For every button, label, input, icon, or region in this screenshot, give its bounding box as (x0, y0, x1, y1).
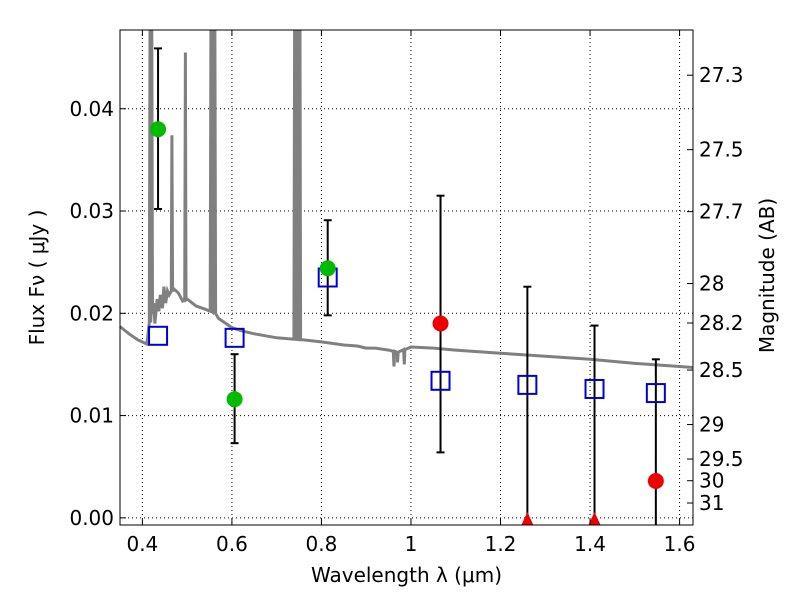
mag-tick-label: 27.3 (699, 63, 744, 87)
y-tick-label: 0.01 (69, 404, 114, 428)
upper-limit-marker (521, 511, 534, 525)
plot-frame (119, 29, 694, 526)
model-point (224, 327, 245, 348)
x-tick-label: 1.6 (664, 532, 696, 556)
x-tick-label: 1.4 (574, 532, 606, 556)
data-point (226, 391, 243, 408)
mag-tick-label: 30 (699, 469, 724, 493)
model-point (645, 383, 666, 404)
model-point (517, 374, 538, 395)
data-point (150, 121, 167, 138)
mag-tick-label: 29 (699, 413, 724, 437)
mag-tick-label: 28 (699, 272, 724, 296)
y2-axis-label: Magnitude (AB) (755, 198, 779, 353)
model-point (430, 370, 451, 391)
data-point (432, 315, 449, 332)
data-point (647, 473, 664, 490)
y-tick-label: 0.04 (69, 97, 114, 121)
data-point (319, 260, 336, 277)
y-tick-label: 0.03 (69, 199, 114, 223)
grid (120, 30, 693, 525)
axis-ticks: 0.4 0.6 0.8 1 1.2 1.4 1.6 0.00 0.01 0.02 0.03 0.04 2… (69, 30, 744, 556)
x-tick-label: 0.8 (306, 532, 338, 556)
x-tick-label: 0.6 (216, 532, 248, 556)
mag-tick-label: 31 (699, 491, 724, 515)
x-tick-label: 0.4 (126, 532, 158, 556)
y-axis-label: Flux Fν ( μJy ) (25, 210, 49, 346)
y-tick-label: 0.00 (69, 506, 114, 530)
model-spectrum (119, 29, 694, 369)
mag-tick-label: 27.5 (699, 138, 744, 162)
x-tick-label: 1.2 (485, 532, 517, 556)
mag-tick-label: 27.7 (699, 200, 744, 224)
mag-tick-label: 28.2 (699, 311, 744, 335)
y-tick-label: 0.02 (69, 301, 114, 325)
upper-limit-marker (588, 511, 601, 525)
mag-tick-label: 28.5 (699, 358, 744, 382)
model-spectrum-line (119, 29, 694, 369)
mag-tick-label: 29.5 (699, 447, 744, 471)
x-axis-label: Wavelength λ (μm) (311, 563, 502, 587)
x-tick-label: 1 (405, 532, 418, 556)
model-point (584, 378, 605, 399)
data-points (148, 47, 666, 525)
model-point (148, 325, 169, 346)
